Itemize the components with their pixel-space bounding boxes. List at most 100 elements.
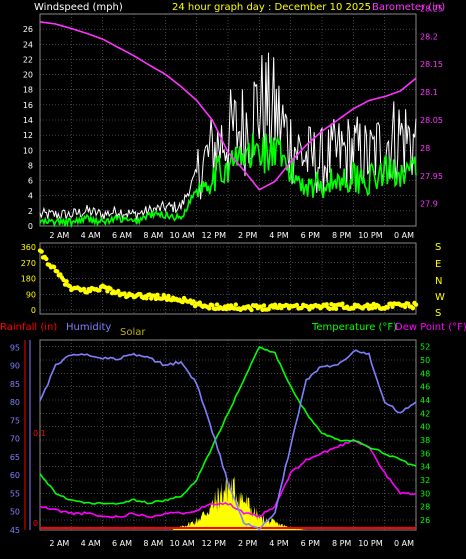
tick-label: 52 <box>420 343 430 352</box>
time-tick-label: 0 AM <box>394 539 414 548</box>
time-tick-label: 4 AM <box>81 539 101 548</box>
tick-label: 32 <box>420 476 430 485</box>
tick-label: 20 <box>23 71 33 80</box>
rainfall-legend: Rainfall (in) <box>0 322 57 333</box>
tick-label: 26 <box>23 25 33 34</box>
tick-label: 0 <box>31 306 36 315</box>
tick-label: 46 <box>420 383 430 392</box>
direction-point <box>144 296 149 301</box>
tick-label: 28.25 <box>420 4 443 13</box>
tick-label: 27.9 <box>420 200 438 209</box>
tick-label: 40 <box>420 423 430 432</box>
tick-label: 38 <box>420 436 430 445</box>
tick-label: 6 <box>28 177 33 186</box>
humidity-legend: Humidity <box>66 322 111 333</box>
time-tick-label: 10 AM <box>170 539 195 548</box>
graph-title: 24 hour graph day : December 10 2025 <box>172 2 371 13</box>
tick-label: 28 <box>420 503 430 512</box>
tick-label: 60 <box>10 471 20 480</box>
tick-label: 70 <box>10 435 20 444</box>
time-tick-label: 2 PM <box>238 231 257 240</box>
direction-point <box>64 279 69 284</box>
direction-point <box>97 288 102 293</box>
time-tick-label: 2 AM <box>49 539 69 548</box>
solar-legend: Solar <box>120 327 146 338</box>
compass-label: W <box>435 292 445 303</box>
tick-label: 28.05 <box>420 116 443 125</box>
time-tick-label: 10 PM <box>358 539 383 548</box>
tick-label: 28.2 <box>420 32 438 41</box>
direction-point <box>351 306 356 311</box>
compass-label: S <box>435 242 441 253</box>
tick-label: 18 <box>23 86 33 95</box>
tick-label: 2 <box>28 207 33 216</box>
solar-area <box>173 470 307 530</box>
compass-label: S <box>435 308 441 319</box>
direction-point <box>294 302 300 308</box>
tick-label: 10 <box>23 146 33 155</box>
direction-point <box>155 292 160 297</box>
time-tick-label: 4 PM <box>269 539 288 548</box>
tick-label: 45 <box>10 526 20 535</box>
tick-label: 44 <box>420 396 430 405</box>
time-tick-label: 8 AM <box>143 539 163 548</box>
gust-line <box>39 133 417 229</box>
tick-label: 80 <box>10 398 20 407</box>
tick-label: 14 <box>23 116 33 125</box>
time-tick-label: 6 PM <box>301 231 320 240</box>
humidity-line <box>39 349 417 531</box>
direction-point <box>191 299 196 304</box>
direction-point <box>105 289 110 294</box>
direction-point <box>39 249 44 254</box>
direction-point <box>166 293 171 299</box>
tick-label: 22 <box>23 55 33 64</box>
barometer-line <box>39 21 417 191</box>
tick-label: 270 <box>21 259 36 268</box>
direction-point <box>249 307 254 313</box>
tick-label: 48 <box>420 369 430 378</box>
direction-point <box>122 291 127 296</box>
tick-label: 50 <box>10 508 20 517</box>
tick-label: 75 <box>10 416 20 425</box>
time-tick-label: 6 PM <box>301 539 320 548</box>
direction-point <box>327 306 332 312</box>
tick-label: 26 <box>420 516 430 525</box>
direction-point <box>233 302 238 307</box>
tick-label: 28 <box>420 144 430 153</box>
direction-point <box>390 304 395 309</box>
time-tick-label: 12 PM <box>202 231 227 240</box>
direction-point <box>207 306 212 311</box>
tick-label: 180 <box>21 275 36 284</box>
time-tick-label: 8 PM <box>332 231 351 240</box>
direction-point <box>261 303 267 308</box>
tick-label: 55 <box>10 489 20 498</box>
direction-point <box>51 264 57 270</box>
dewpoint-legend: Dew Point (°F) <box>395 322 466 333</box>
windspeed-axis-label: Windspeed (mph) <box>34 2 123 13</box>
rain-tick-label: 0.1 <box>33 429 46 438</box>
time-tick-label: 4 PM <box>269 231 288 240</box>
tick-label: 28.15 <box>420 60 443 69</box>
direction-point <box>214 302 220 307</box>
direction-point <box>324 302 329 307</box>
time-tick-label: 6 AM <box>112 539 132 548</box>
direction-point <box>333 306 339 311</box>
time-tick-label: 6 AM <box>112 231 132 240</box>
tick-label: 30 <box>420 489 430 498</box>
direction-point <box>413 302 419 307</box>
direction-point <box>108 286 113 291</box>
time-tick-label: 12 PM <box>202 539 227 548</box>
tick-label: 0 <box>28 222 33 231</box>
tick-label: 24 <box>23 40 33 49</box>
temperature-legend: Temperature (°F) <box>311 322 397 333</box>
tick-label: 42 <box>420 409 430 418</box>
direction-point <box>410 306 416 311</box>
compass-label: N <box>435 276 442 287</box>
direction-point <box>340 301 345 306</box>
time-tick-label: 10 PM <box>358 231 383 240</box>
tick-label: 50 <box>420 356 430 365</box>
tick-label: 4 <box>28 192 33 201</box>
direction-point <box>67 284 73 289</box>
